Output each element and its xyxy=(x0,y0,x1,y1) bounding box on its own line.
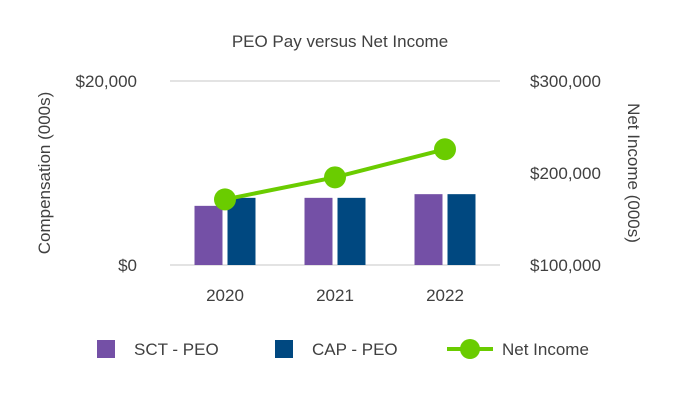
net-income-point-2020 xyxy=(214,188,236,211)
bar-cap-peo-2022 xyxy=(447,194,476,265)
y2-tick-label: $200,000 xyxy=(530,164,601,183)
y2-tick-label: $300,000 xyxy=(530,72,601,91)
bar-sct-peo-2021 xyxy=(304,197,333,265)
net-income-point-2021 xyxy=(324,166,346,189)
bar-sct-peo-2020 xyxy=(194,205,223,265)
legend-label: Net Income xyxy=(502,340,589,359)
y2-axis-label: Net Income (000s) xyxy=(624,103,643,243)
chart-title: PEO Pay versus Net Income xyxy=(232,32,448,51)
bar-cap-peo-2021 xyxy=(337,197,366,265)
bar-cap-peo-2020 xyxy=(227,197,256,265)
legend: SCT - PEO CAP - PEO Net Income xyxy=(97,339,589,359)
legend-marker-icon xyxy=(460,339,480,359)
bar-sct-peo-2022 xyxy=(414,194,443,265)
y-axis-label: Compensation (000s) xyxy=(35,92,54,255)
legend-label: CAP - PEO xyxy=(312,340,398,359)
x-tick-label: 2020 xyxy=(206,286,244,305)
y-tick-label: $20,000 xyxy=(76,72,137,91)
y2-tick-label: $100,000 xyxy=(530,256,601,275)
x-tick-label: 2021 xyxy=(316,286,354,305)
net-income-point-2022 xyxy=(434,138,456,161)
legend-swatch-1 xyxy=(275,340,293,358)
y-tick-label: $0 xyxy=(118,256,137,275)
legend-swatch-0 xyxy=(97,340,115,358)
legend-label: SCT - PEO xyxy=(134,340,219,359)
x-tick-label: 2022 xyxy=(426,286,464,305)
